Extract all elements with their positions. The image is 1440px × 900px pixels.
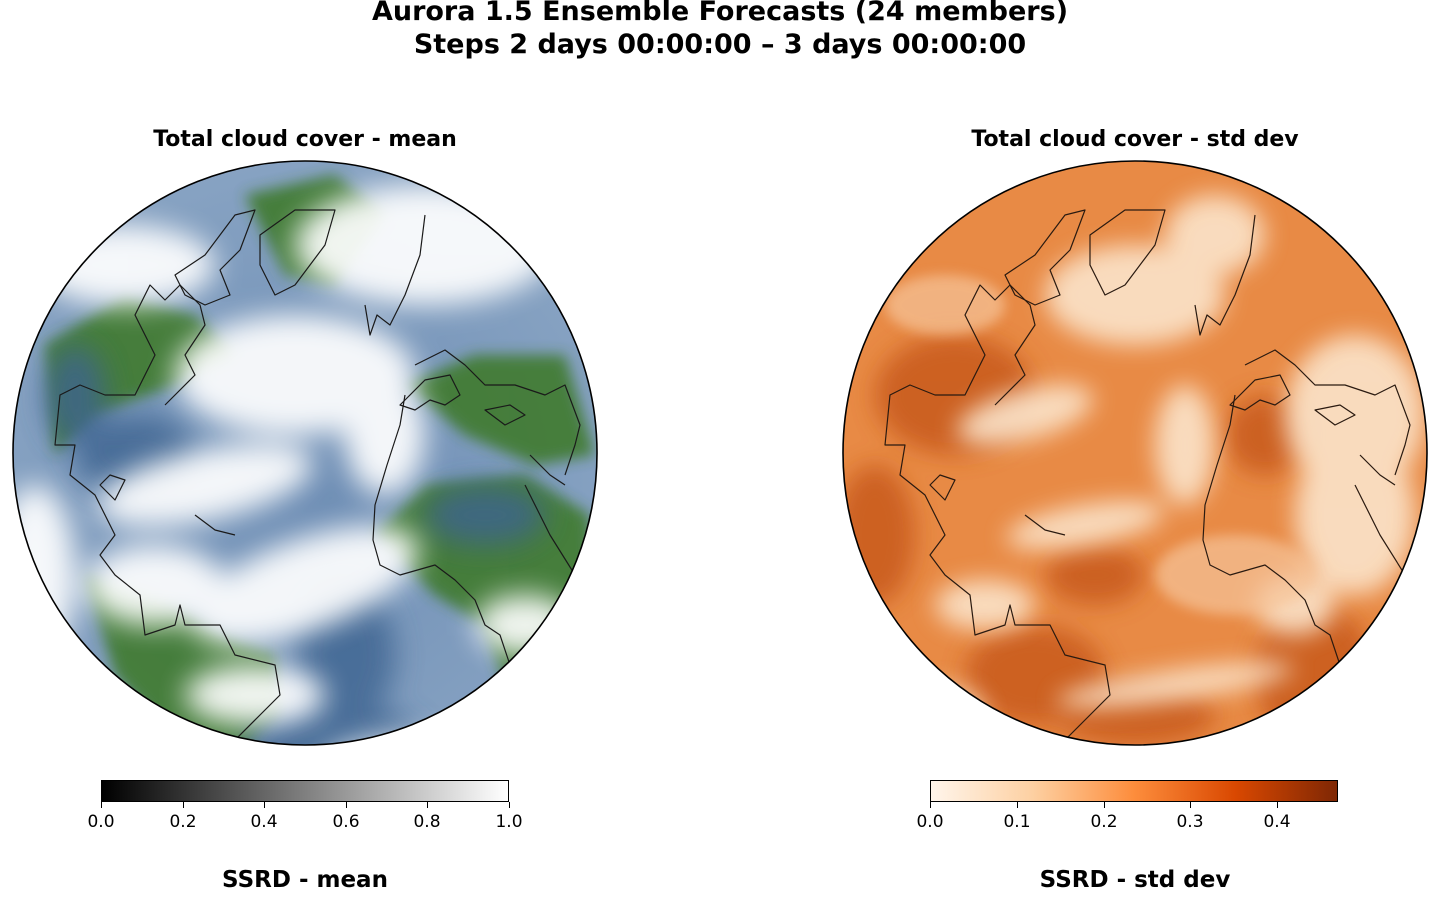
colorbar-tick-mean [427, 802, 428, 808]
colorbar-tick-mean [264, 802, 265, 808]
colorbar-tick-std-dev [1190, 802, 1191, 808]
colorbar-tick-std-dev [1277, 802, 1278, 808]
colorbar-tick-label-std-dev: 0.4 [1263, 812, 1291, 832]
colorbar-std-dev [930, 780, 1338, 802]
colorbar-tick-label-std-dev: 0.2 [1090, 812, 1118, 832]
panel-title-std-dev: Total cloud cover - std dev [971, 127, 1299, 152]
globe-field-mean [13, 161, 597, 745]
globe-map-mean [12, 160, 598, 746]
colorbar-tick-std-dev [930, 802, 931, 808]
panel-title-mean: Total cloud cover - mean [153, 127, 457, 152]
colorbar-tick-std-dev [1017, 802, 1018, 808]
colorbar-tick-label-mean: 1.0 [495, 812, 523, 832]
figure-title-line-2: Steps 2 days 00:00:00 – 3 days 00:00:00 [413, 29, 1027, 60]
colorbar-tick-mean [509, 802, 510, 808]
colorbar-tick-label-std-dev: 0.3 [1176, 812, 1204, 832]
globe-field-std-dev [843, 161, 1427, 745]
next-panel-title-ssrd-mean: SSRD - mean [222, 867, 388, 893]
colorbar-mean [101, 780, 509, 802]
colorbar-tick-label-mean: 0.0 [87, 812, 115, 832]
colorbar-tick-mean [101, 802, 102, 808]
globe-map-std-dev [842, 160, 1428, 746]
next-panel-title-ssrd-std-dev: SSRD - std dev [1039, 867, 1231, 893]
colorbar-tick-label-mean: 0.6 [332, 812, 360, 832]
colorbar-tick-label-mean: 0.4 [250, 812, 278, 832]
colorbar-tick-mean [346, 802, 347, 808]
colorbar-tick-label-std-dev: 0.0 [916, 812, 944, 832]
figure-title-line-1: Aurora 1.5 Ensemble Forecasts (24 member… [371, 0, 1069, 27]
colorbar-tick-std-dev [1104, 802, 1105, 808]
colorbar-tick-label-mean: 0.8 [413, 812, 441, 832]
colorbar-tick-label-std-dev: 0.1 [1003, 812, 1031, 832]
colorbar-tick-mean [183, 802, 184, 808]
colorbar-tick-label-mean: 0.2 [169, 812, 197, 832]
